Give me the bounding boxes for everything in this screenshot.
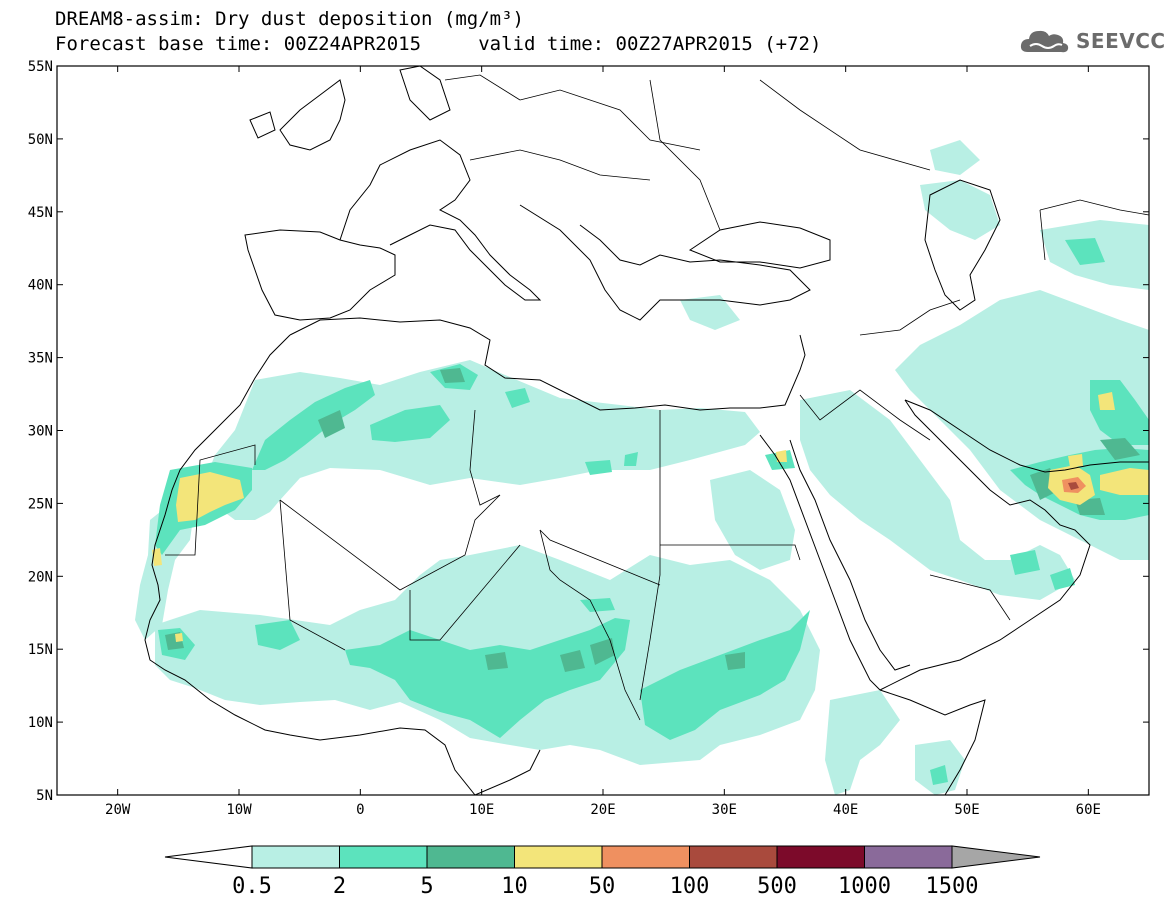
coastlines [144,66,1149,795]
lon-tick-label: 40E [833,802,858,818]
colorbar-swatch [689,845,778,869]
lat-tick-label: 25N [28,496,53,512]
colorbar-swatch [514,845,603,869]
lon-tick-label: 10W [226,802,252,818]
colorbar-label: 2 [333,874,346,899]
colorbar-label: 5 [420,874,433,899]
colorbar-label: 100 [670,874,710,899]
latitude-axis: 5N 10N 15N 20N 25N 30N 35N 40N 45N 50N 55N [28,59,1149,804]
colorbar-swatch [601,845,690,869]
lat-tick-label: 45N [28,205,53,221]
colorbar-label: 1000 [838,874,891,899]
lat-tick-label: 55N [28,59,53,75]
colorbar-swatch [426,845,515,869]
lat-tick-label: 40N [28,278,53,294]
lon-tick-label: 30E [712,802,737,818]
colorbar-over-triangle [951,845,1041,869]
lat-tick-label: 5N [36,788,53,804]
country-borders [165,74,1149,721]
longitude-axis: 20W 10W 0 10E 20E 30E 40E 50E 60E [105,66,1101,818]
colorbar-label: 1500 [926,874,979,899]
logo: SEEVCCC [1018,26,1165,56]
deposition-level-100 [1068,482,1079,490]
lat-tick-label: 30N [28,424,53,440]
colorbar-label: 500 [757,874,797,899]
colorbar-swatch [339,845,428,869]
lon-tick-label: 10E [469,802,494,818]
lon-tick-label: 20W [105,802,131,818]
deposition-level-10 [152,392,1149,642]
lat-tick-label: 15N [28,642,53,658]
lon-tick-label: 0 [356,802,364,818]
forecast-time-line: Forecast base time: 00Z24APR2015 valid t… [55,33,822,55]
map-plot-area [57,66,1149,795]
cloud-icon [1020,30,1069,53]
map-title: DREAM8-assim: Dry dust deposition (mg/m³… [55,8,524,30]
colorbar-label: 10 [501,874,528,899]
lon-tick-label: 50E [954,802,979,818]
colorbar-label: 50 [589,874,616,899]
lon-tick-label: 20E [590,802,615,818]
colorbar-swatch [251,845,340,869]
lat-tick-label: 35N [28,351,53,367]
lat-tick-label: 10N [28,715,53,731]
colorbar-swatch [864,845,953,869]
colorbar-under-triangle [164,845,253,869]
colorbar: 0.5 2 5 10 50 100 500 1000 1500 [164,845,1041,899]
logo-text: SEEVCCC [1076,29,1165,53]
colorbar-label: 0.5 [232,874,272,899]
lat-tick-label: 20N [28,569,53,585]
lon-tick-label: 60E [1076,802,1101,818]
colorbar-swatch [776,845,865,869]
lat-tick-label: 50N [28,132,53,148]
